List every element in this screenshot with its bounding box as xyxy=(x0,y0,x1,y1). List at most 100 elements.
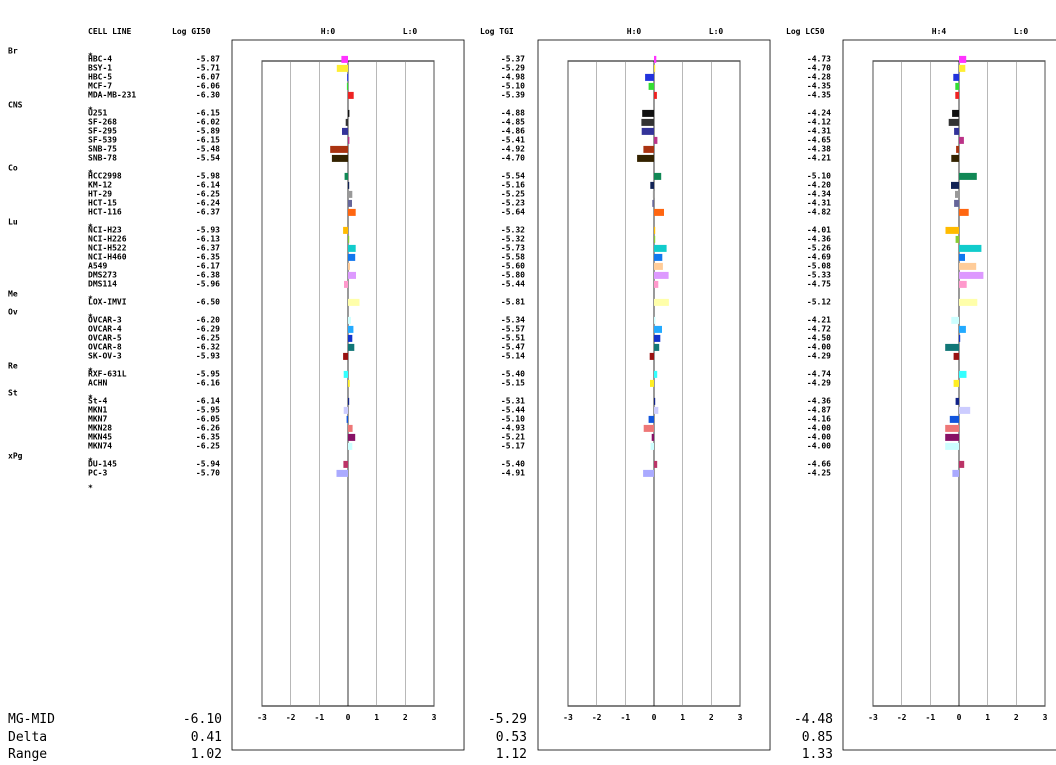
bar-mkn28-gi50 xyxy=(348,425,353,432)
bar-hbc-5-lc50 xyxy=(953,74,959,81)
value-label: -5.41 xyxy=(501,136,525,145)
value-label: -5.60 xyxy=(501,262,525,271)
bar-a549-lc50 xyxy=(959,263,976,270)
bar-mkn7-tgi xyxy=(649,416,654,423)
value-label: -4.69 xyxy=(807,253,831,262)
cell-line-name: MKN7 xyxy=(88,415,107,424)
bar-mkn7-lc50 xyxy=(950,416,959,423)
bar-hct-15-tgi xyxy=(652,200,654,207)
value-label: -6.26 xyxy=(196,424,220,433)
bar-hct-116-gi50 xyxy=(348,209,356,216)
bar-pc-3-gi50 xyxy=(337,470,349,477)
value-label: -6.37 xyxy=(196,208,220,217)
bar-achn-lc50 xyxy=(954,380,959,387)
header-log-tgi: Log TGI xyxy=(480,27,514,36)
value-label: -4.00 xyxy=(807,442,831,451)
bar-nci-h226-tgi xyxy=(654,236,655,243)
value-label: -6.37 xyxy=(196,244,220,253)
value-label: -6.35 xyxy=(196,253,220,262)
x-tick-label: -3 xyxy=(563,713,573,722)
bar-nci-h23-tgi xyxy=(654,227,655,234)
bar-snb-75-tgi xyxy=(643,146,654,153)
value-label: -4.35 xyxy=(807,91,831,100)
x-tick-label: -2 xyxy=(286,713,296,722)
bar-hcc2998-lc50 xyxy=(959,173,977,180)
value-label: -6.05 xyxy=(196,415,220,424)
bar-ovcar-8-tgi xyxy=(654,344,659,351)
summary-label-mg-mid: MG-MID xyxy=(8,712,55,727)
value-label: -4.34 xyxy=(807,190,831,199)
value-label: -5.32 xyxy=(501,226,525,235)
bar-km-12-tgi xyxy=(650,182,654,189)
cell-line-name: HT-29 xyxy=(88,190,112,199)
value-label: -5.16 xyxy=(501,181,525,190)
bar-bsy-1-tgi xyxy=(654,65,655,72)
value-label: -5.93 xyxy=(196,352,220,361)
bar-mcf-7-lc50 xyxy=(955,83,959,90)
bar-nci-h460-lc50 xyxy=(959,254,965,261)
bar-mkn28-tgi xyxy=(644,425,654,432)
bar-ovcar-5-tgi xyxy=(654,335,660,342)
value-label: -5.70 xyxy=(196,469,220,478)
bar-dms273-tgi xyxy=(654,272,669,279)
value-label: -4.36 xyxy=(807,235,831,244)
value-label: -4.21 xyxy=(807,154,831,163)
bar-sf-539-gi50 xyxy=(348,137,349,144)
header-l-value: L:0 xyxy=(403,27,418,36)
value-label: -5.29 xyxy=(501,64,525,73)
bar-mkn28-lc50 xyxy=(945,425,959,432)
bar-hbc-5-gi50 xyxy=(347,74,348,81)
cell-line-name: A549 xyxy=(88,262,107,271)
bar-hct-15-gi50 xyxy=(348,200,352,207)
bar-ovcar-3-gi50 xyxy=(348,317,351,324)
value-label: -6.35 xyxy=(196,433,220,442)
value-label: -6.14 xyxy=(196,181,220,190)
cell-line-name: DU-145 xyxy=(88,460,117,469)
bar-mcf-7-gi50 xyxy=(347,83,348,90)
bar-mda-mb-231-lc50 xyxy=(955,92,959,99)
value-label: -5.58 xyxy=(501,253,525,262)
bar-hbc-4-lc50 xyxy=(959,56,966,63)
value-label: -4.31 xyxy=(807,199,831,208)
value-label: -4.75 xyxy=(807,280,831,289)
bar-du-145-gi50 xyxy=(343,461,348,468)
bar-nci-h226-lc50 xyxy=(956,236,959,243)
panel-label-br: Br xyxy=(8,47,18,56)
x-tick-label: -1 xyxy=(315,713,325,722)
value-label: -5.96 xyxy=(196,280,220,289)
value-label: -6.29 xyxy=(196,325,220,334)
value-label: -4.73 xyxy=(807,55,831,64)
value-label: -4.36 xyxy=(807,397,831,406)
bar-u251-tgi xyxy=(642,110,654,117)
cell-line-name: PC-3 xyxy=(88,469,107,478)
bar-st-4-tgi xyxy=(654,398,655,405)
summary-value: 0.53 xyxy=(496,730,527,745)
bar-ht-29-tgi xyxy=(653,191,654,198)
cell-line-name: MKN28 xyxy=(88,424,112,433)
bar-lox-imvi-tgi xyxy=(654,299,669,306)
bar-nci-h23-gi50 xyxy=(343,227,348,234)
value-label: -5.64 xyxy=(501,208,525,217)
x-tick-label: -3 xyxy=(257,713,267,722)
bar-achn-tgi xyxy=(650,380,654,387)
value-label: -4.50 xyxy=(807,334,831,343)
cell-line-name: NCI-H460 xyxy=(88,253,127,262)
bar-st-4-lc50 xyxy=(956,398,959,405)
cell-line-name: HBC-4 xyxy=(88,55,112,64)
value-label: -5.17 xyxy=(501,442,525,451)
summary-value: 1.02 xyxy=(191,747,222,762)
value-label: -5.26 xyxy=(807,244,831,253)
value-label: -6.25 xyxy=(196,334,220,343)
bar-nci-h522-lc50 xyxy=(959,245,981,252)
cell-line-name: OVCAR-5 xyxy=(88,334,122,343)
value-label: -5.40 xyxy=(501,370,525,379)
value-label: -5.93 xyxy=(196,226,220,235)
bar-mkn74-gi50 xyxy=(348,443,352,450)
bar-ovcar-5-gi50 xyxy=(348,335,352,342)
bar-mkn7-gi50 xyxy=(347,416,348,423)
bar-nci-h460-gi50 xyxy=(348,254,355,261)
cell-line-name: MKN74 xyxy=(88,442,112,451)
cell-line-name: OVCAR-3 xyxy=(88,316,122,325)
bar-ovcar-5-lc50 xyxy=(959,335,960,342)
bar-sf-268-lc50 xyxy=(949,119,959,126)
